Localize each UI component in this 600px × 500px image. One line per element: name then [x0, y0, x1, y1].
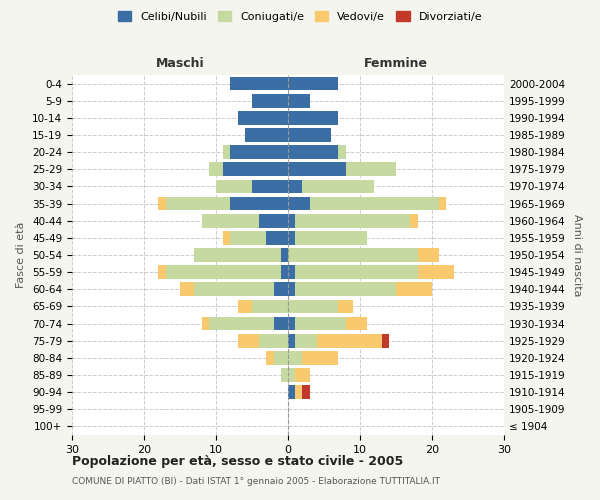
Bar [209, 316, 274, 330]
Bar [223, 162, 288, 176]
Y-axis label: Fasce di età: Fasce di età [16, 222, 26, 288]
Bar [288, 316, 295, 330]
Bar [281, 266, 288, 279]
Bar [288, 386, 295, 399]
Bar [288, 351, 302, 364]
Bar [230, 196, 288, 210]
Bar [288, 180, 302, 194]
Bar [288, 248, 418, 262]
Bar [288, 214, 295, 228]
Text: Popolazione per età, sesso e stato civile - 2005: Popolazione per età, sesso e stato civil… [72, 455, 403, 468]
Bar [317, 334, 382, 347]
Bar [302, 351, 338, 364]
Bar [252, 300, 288, 314]
Bar [281, 368, 288, 382]
Bar [238, 334, 259, 347]
Text: COMUNE DI PIATTO (BI) - Dati ISTAT 1° gennaio 2005 - Elaborazione TUTTITALIA.IT: COMUNE DI PIATTO (BI) - Dati ISTAT 1° ge… [72, 478, 440, 486]
Bar [281, 248, 288, 262]
Bar [202, 316, 209, 330]
Bar [230, 231, 266, 244]
Bar [295, 282, 396, 296]
Bar [295, 386, 302, 399]
Bar [266, 231, 288, 244]
Bar [418, 248, 439, 262]
Bar [295, 214, 410, 228]
Bar [216, 180, 252, 194]
Bar [295, 334, 317, 347]
Bar [223, 146, 230, 159]
Bar [310, 196, 439, 210]
Bar [288, 128, 331, 142]
Bar [288, 266, 295, 279]
Bar [338, 300, 353, 314]
Text: Femmine: Femmine [364, 57, 428, 70]
Bar [288, 76, 338, 90]
Bar [288, 146, 338, 159]
Bar [295, 231, 367, 244]
Text: Maschi: Maschi [155, 57, 205, 70]
Bar [238, 111, 288, 124]
Bar [158, 196, 166, 210]
Bar [439, 196, 446, 210]
Bar [230, 146, 288, 159]
Bar [346, 162, 396, 176]
Bar [288, 282, 295, 296]
Bar [396, 282, 432, 296]
Bar [288, 162, 346, 176]
Bar [274, 316, 288, 330]
Bar [202, 214, 259, 228]
Bar [252, 94, 288, 108]
Bar [288, 111, 338, 124]
Bar [245, 128, 288, 142]
Bar [266, 351, 274, 364]
Bar [166, 196, 230, 210]
Bar [295, 316, 346, 330]
Bar [274, 351, 288, 364]
Bar [288, 300, 338, 314]
Bar [382, 334, 389, 347]
Bar [288, 196, 310, 210]
Bar [295, 266, 418, 279]
Bar [288, 334, 295, 347]
Bar [180, 282, 194, 296]
Bar [346, 316, 367, 330]
Bar [259, 214, 288, 228]
Bar [418, 266, 454, 279]
Bar [166, 266, 281, 279]
Bar [302, 386, 310, 399]
Bar [410, 214, 418, 228]
Bar [274, 282, 288, 296]
Bar [238, 300, 252, 314]
Bar [288, 94, 310, 108]
Bar [194, 248, 281, 262]
Bar [295, 368, 310, 382]
Bar [209, 162, 223, 176]
Bar [338, 146, 346, 159]
Bar [194, 282, 274, 296]
Y-axis label: Anni di nascita: Anni di nascita [572, 214, 582, 296]
Bar [259, 334, 288, 347]
Bar [288, 231, 295, 244]
Bar [252, 180, 288, 194]
Bar [302, 180, 374, 194]
Legend: Celibi/Nubili, Coniugati/e, Vedovi/e, Divorziati/e: Celibi/Nubili, Coniugati/e, Vedovi/e, Di… [115, 8, 485, 25]
Bar [288, 368, 295, 382]
Bar [230, 76, 288, 90]
Bar [223, 231, 230, 244]
Bar [158, 266, 166, 279]
